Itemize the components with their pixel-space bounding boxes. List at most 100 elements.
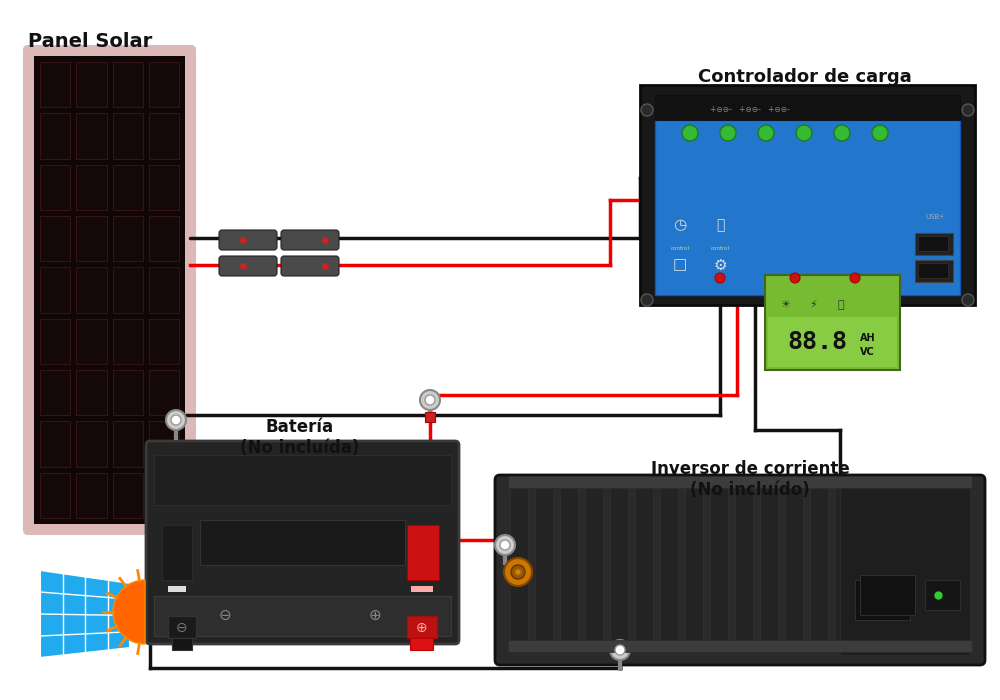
Bar	[149, 421, 179, 467]
Bar	[768, 317, 897, 367]
Bar	[635, 488, 653, 652]
Bar	[168, 616, 196, 638]
Bar	[407, 616, 437, 638]
Bar	[112, 318, 143, 364]
Bar	[535, 488, 553, 652]
FancyBboxPatch shape	[146, 441, 459, 644]
Text: AH: AH	[860, 333, 876, 343]
Bar	[162, 525, 192, 580]
Bar	[40, 164, 70, 210]
Bar	[112, 421, 143, 467]
Bar	[149, 62, 179, 107]
Bar	[149, 370, 179, 415]
Bar	[112, 267, 143, 313]
Bar	[76, 267, 106, 313]
FancyBboxPatch shape	[495, 475, 985, 665]
Bar	[40, 267, 70, 313]
Bar	[925, 580, 960, 610]
Circle shape	[962, 104, 974, 116]
Circle shape	[166, 410, 186, 430]
Bar	[915, 260, 953, 282]
Circle shape	[796, 125, 812, 141]
Text: USB⚡: USB⚡	[925, 214, 945, 220]
Text: ⚡: ⚡	[809, 300, 817, 310]
Circle shape	[715, 273, 725, 283]
Circle shape	[425, 395, 435, 405]
Text: Controlador de carga: Controlador de carga	[698, 68, 912, 86]
Bar	[425, 412, 435, 422]
Bar	[149, 267, 179, 313]
Bar	[154, 596, 451, 636]
Text: Batería
(No incluída): Batería (No incluída)	[240, 418, 360, 457]
Circle shape	[495, 535, 515, 555]
Circle shape	[850, 273, 860, 283]
Text: Panel Solar: Panel Solar	[28, 32, 152, 51]
Bar	[76, 370, 106, 415]
Polygon shape	[40, 570, 130, 658]
Bar	[40, 370, 70, 415]
Text: 🔒: 🔒	[716, 218, 724, 232]
Text: ⚙: ⚙	[713, 258, 727, 272]
Circle shape	[720, 125, 736, 141]
Text: 88.8: 88.8	[787, 330, 847, 354]
Circle shape	[682, 125, 698, 141]
Bar	[40, 62, 70, 107]
Text: control: control	[710, 246, 730, 251]
FancyBboxPatch shape	[219, 230, 277, 250]
Circle shape	[641, 104, 653, 116]
Circle shape	[872, 125, 888, 141]
Text: ⊖: ⊖	[219, 608, 231, 622]
Text: ⊕: ⊕	[416, 621, 428, 635]
Bar	[915, 233, 953, 255]
FancyBboxPatch shape	[219, 256, 277, 276]
Text: ⊕: ⊕	[369, 608, 381, 622]
Bar	[660, 488, 678, 652]
Circle shape	[615, 645, 625, 655]
Text: 🔋: 🔋	[838, 300, 844, 310]
Bar	[655, 95, 960, 120]
Bar	[112, 113, 143, 159]
Bar	[40, 318, 70, 364]
Circle shape	[758, 125, 774, 141]
Bar	[40, 473, 70, 518]
Bar	[40, 216, 70, 261]
Bar	[655, 120, 960, 295]
Text: VC: VC	[860, 347, 875, 357]
Bar	[149, 318, 179, 364]
Text: Inversor de corriente
(No incluído): Inversor de corriente (No incluído)	[651, 460, 849, 499]
Bar	[810, 488, 828, 652]
Circle shape	[500, 540, 510, 550]
Bar	[172, 638, 192, 650]
Bar	[640, 85, 975, 305]
Circle shape	[962, 294, 974, 306]
FancyBboxPatch shape	[281, 256, 339, 276]
FancyBboxPatch shape	[281, 230, 339, 250]
Circle shape	[504, 558, 532, 586]
Text: ◷: ◷	[673, 218, 687, 232]
Bar	[76, 62, 106, 107]
Bar	[685, 488, 703, 652]
Circle shape	[511, 565, 525, 579]
Bar	[76, 421, 106, 467]
Wedge shape	[113, 580, 145, 644]
Bar	[154, 455, 451, 505]
Bar	[149, 164, 179, 210]
Bar	[40, 113, 70, 159]
Bar	[860, 575, 915, 615]
Bar	[40, 421, 70, 467]
Circle shape	[641, 294, 653, 306]
Bar	[76, 113, 106, 159]
Circle shape	[171, 415, 181, 425]
Text: control: control	[670, 246, 690, 251]
Bar	[168, 586, 186, 592]
Text: □: □	[673, 258, 687, 272]
Bar	[585, 488, 603, 652]
Bar	[765, 275, 900, 370]
Bar	[760, 488, 778, 652]
Text: ☀: ☀	[780, 300, 790, 310]
Bar	[76, 216, 106, 261]
Circle shape	[834, 125, 850, 141]
Bar	[835, 488, 853, 652]
Bar	[149, 113, 179, 159]
Bar	[200, 520, 405, 565]
